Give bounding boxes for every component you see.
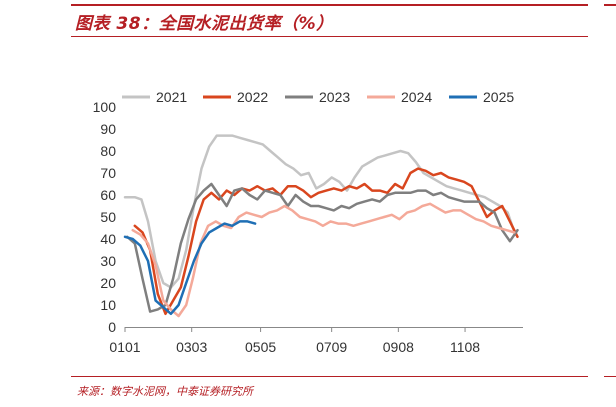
y-tick-label: 30	[100, 253, 116, 269]
y-tick-label: 10	[100, 297, 116, 313]
y-tick-label: 80	[100, 143, 116, 159]
title-underline	[71, 36, 588, 37]
x-tick-label: 1108	[450, 339, 480, 355]
series-line-2023	[125, 182, 519, 313]
series-line-2021	[123, 134, 517, 289]
source-note: 来源：数字水泥网，中泰证券研究所	[77, 385, 253, 398]
y-tick-label: 0	[108, 319, 116, 335]
x-axis: 0101 0303 0505 0709 0908 1108	[109, 327, 523, 355]
legend-label-2025: 2025	[483, 89, 514, 105]
legend-label-2021: 2021	[156, 89, 187, 105]
y-tick-label: 90	[100, 121, 116, 137]
top-rule	[71, 4, 588, 6]
bottom-rule	[71, 376, 588, 377]
y-tick-label: 100	[93, 99, 117, 115]
x-tick-label: 0303	[176, 339, 207, 355]
legend-label-2022: 2022	[237, 89, 268, 105]
legend-label-2023: 2023	[319, 89, 350, 105]
series-line-2025	[123, 220, 257, 316]
y-tick-label: 20	[100, 275, 116, 291]
y-tick-label: 40	[100, 231, 116, 247]
y-axis-ticks: 0 10 20 30 40 50 60 70 80 90 100	[93, 99, 117, 335]
series-line-2024	[131, 202, 516, 318]
x-tick-label: 0101	[109, 339, 140, 355]
series-layer	[123, 134, 519, 318]
legend-label-2024: 2024	[401, 89, 432, 105]
x-tick-label: 0709	[316, 339, 347, 355]
y-tick-label: 70	[100, 165, 116, 181]
x-tick-label: 0908	[383, 339, 414, 355]
right-edge-mark	[604, 4, 616, 6]
figure-title: 图表 38：全国水泥出货率（%）	[75, 14, 334, 34]
y-tick-label: 60	[100, 187, 116, 203]
right-edge-mark-bottom	[604, 376, 616, 377]
x-tick-label: 0505	[245, 339, 276, 355]
y-tick-label: 50	[100, 209, 116, 225]
legend: 2021 2022 2023 2024 2025	[122, 89, 514, 105]
series-line-2022	[133, 167, 519, 316]
